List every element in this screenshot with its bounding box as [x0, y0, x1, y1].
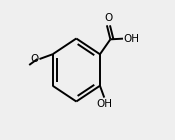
Text: O: O — [104, 13, 112, 23]
Text: OH: OH — [124, 34, 140, 44]
Text: OH: OH — [96, 99, 112, 109]
Text: O: O — [30, 54, 38, 64]
